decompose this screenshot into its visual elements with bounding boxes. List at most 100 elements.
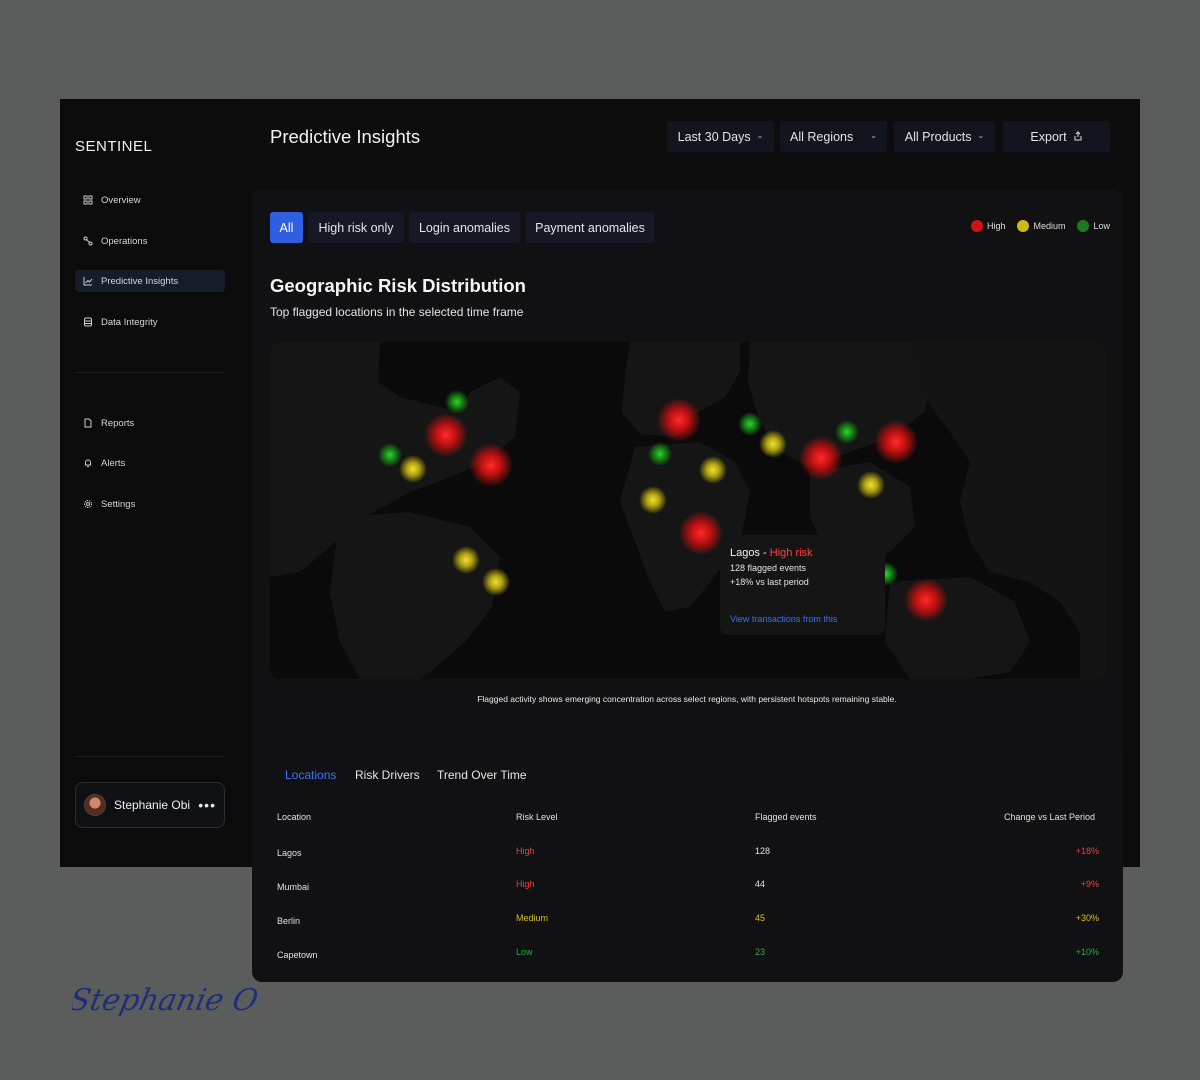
app-window: SENTINEL Overview Operations Predictive … [60, 99, 1140, 867]
cell-risk-level: High [516, 846, 535, 856]
page-title: Predictive Insights [270, 126, 421, 147]
tab-payment-anomalies[interactable]: Payment anomalies [526, 212, 654, 243]
nav-data-integrity[interactable]: Data Integrity [75, 311, 225, 333]
nav-overview[interactable]: Overview [75, 189, 225, 211]
high-risk-hotspot[interactable] [874, 420, 918, 464]
low-dot-icon [1077, 220, 1090, 232]
user-profile-card[interactable]: Stephanie Obi ••• [75, 782, 225, 828]
medium-risk-hotspot[interactable] [482, 568, 510, 596]
map-caption: Flagged activity shows emerging concentr… [477, 694, 897, 704]
section-title: Geographic Risk Distribution [270, 275, 526, 296]
tab-high-risk-only[interactable]: High risk only [308, 212, 404, 243]
product-select[interactable]: All Products ⌄ [894, 121, 995, 152]
hotspots [378, 390, 948, 622]
low-risk-hotspot[interactable] [378, 443, 402, 467]
tab-risk-drivers[interactable]: Risk Drivers [355, 768, 420, 782]
tooltip-city: Lagos [730, 547, 760, 559]
medium-risk-hotspot[interactable] [639, 486, 667, 514]
document-icon [83, 418, 93, 428]
medium-risk-hotspot[interactable] [699, 456, 727, 484]
more-options-icon[interactable]: ••• [198, 797, 216, 813]
date-range-select[interactable]: Last 30 Days ⌄ [667, 121, 774, 152]
bell-icon [83, 458, 93, 468]
database-icon [83, 317, 93, 327]
legend-medium: Medium [1017, 220, 1065, 232]
high-risk-hotspot[interactable] [799, 436, 843, 480]
cell-flagged-events: 45 [755, 913, 766, 923]
nav-settings[interactable]: Settings [75, 493, 225, 515]
legend-high: High [970, 220, 1006, 232]
view-transactions-link[interactable]: View transactions from this [730, 614, 838, 624]
nav-label: Settings [101, 498, 136, 510]
col-location: Location [277, 812, 312, 822]
cell-location: Capetown [277, 950, 318, 960]
product-value: All Products [904, 129, 972, 144]
region-value: All Regions [790, 129, 854, 144]
cell-location: Berlin [277, 916, 301, 926]
nav-label: Operations [101, 235, 148, 247]
region-select[interactable]: All Regions ⌄ [780, 121, 887, 152]
signature-logo: Stephanie Obi [72, 983, 257, 1018]
chart-line-icon [83, 276, 93, 286]
tab-trend-over-time[interactable]: Trend Over Time [437, 768, 527, 782]
nav-operations[interactable]: Operations [75, 230, 225, 252]
nav-label: Data Integrity [101, 316, 158, 328]
risk-legend: High Medium Low [970, 220, 1110, 232]
low-risk-hotspot[interactable] [738, 412, 762, 436]
low-risk-hotspot[interactable] [835, 420, 859, 444]
tooltip-change: +18% vs last period [730, 577, 809, 587]
high-risk-hotspot[interactable] [657, 398, 701, 442]
nav-label: Alerts [101, 457, 126, 469]
avatar [84, 794, 106, 816]
col-flagged-events: Flagged events [755, 812, 817, 822]
tab-locations[interactable]: Locations [285, 768, 337, 782]
tooltip-title: Lagos - High risk [730, 547, 875, 559]
tab-all[interactable]: All [270, 212, 303, 243]
medium-risk-hotspot[interactable] [399, 455, 427, 483]
low-risk-hotspot[interactable] [445, 390, 469, 414]
high-risk-hotspot[interactable] [469, 443, 513, 487]
locations-table-card: Locations Risk Drivers Trend Over Time L… [252, 742, 1123, 982]
export-button[interactable]: Export [1003, 121, 1110, 152]
high-risk-hotspot[interactable] [424, 413, 468, 457]
continents [270, 342, 1106, 679]
sidebar: SENTINEL Overview Operations Predictive … [60, 99, 240, 867]
cell-flagged-events: 128 [755, 846, 771, 856]
medium-dot-icon [1017, 220, 1030, 232]
nav-label: Reports [101, 417, 135, 429]
medium-risk-hotspot[interactable] [857, 471, 885, 499]
col-risk-level: Risk Level [516, 812, 558, 822]
nav-alerts[interactable]: Alerts [75, 452, 225, 474]
export-label: Export [1030, 129, 1067, 144]
cell-location: Mumbai [277, 882, 310, 892]
medium-risk-hotspot[interactable] [452, 546, 480, 574]
high-dot-icon [970, 220, 983, 232]
medium-risk-hotspot[interactable] [759, 430, 787, 458]
nav-label: Overview [101, 194, 141, 206]
nav-reports[interactable]: Reports [75, 412, 225, 434]
route-icon [83, 236, 93, 246]
chevron-down-icon: ⌄ [756, 131, 764, 140]
date-range-value: Last 30 Days [677, 129, 751, 144]
chevron-down-icon: ⌄ [977, 131, 985, 140]
sidebar-divider [75, 756, 225, 757]
low-risk-hotspot[interactable] [648, 442, 672, 466]
cell-location: Lagos [277, 848, 302, 858]
high-risk-hotspot[interactable] [904, 578, 948, 622]
high-risk-hotspot[interactable] [679, 511, 723, 555]
map-canvas [270, 342, 1106, 679]
gear-icon [83, 499, 93, 509]
svg-text:Stephanie Obi: Stephanie Obi [72, 983, 257, 1018]
share-icon [1073, 130, 1083, 144]
world-map[interactable]: Lagos - High risk 128 flagged events +18… [270, 342, 1106, 679]
cell-risk-level: Medium [516, 913, 549, 923]
cell-risk-level: Low [516, 947, 533, 957]
legend-label: High [986, 221, 1006, 231]
nav-predictive-insights[interactable]: Predictive Insights [75, 270, 225, 292]
brand-logo: SENTINEL [75, 138, 153, 155]
chevron-down-icon: ⌄ [870, 131, 877, 140]
cell-change: +10% [1075, 947, 1099, 957]
location-tooltip: Lagos - High risk 128 flagged events +18… [720, 535, 885, 635]
tab-login-anomalies[interactable]: Login anomalies [409, 212, 520, 243]
grid-icon [83, 195, 93, 205]
